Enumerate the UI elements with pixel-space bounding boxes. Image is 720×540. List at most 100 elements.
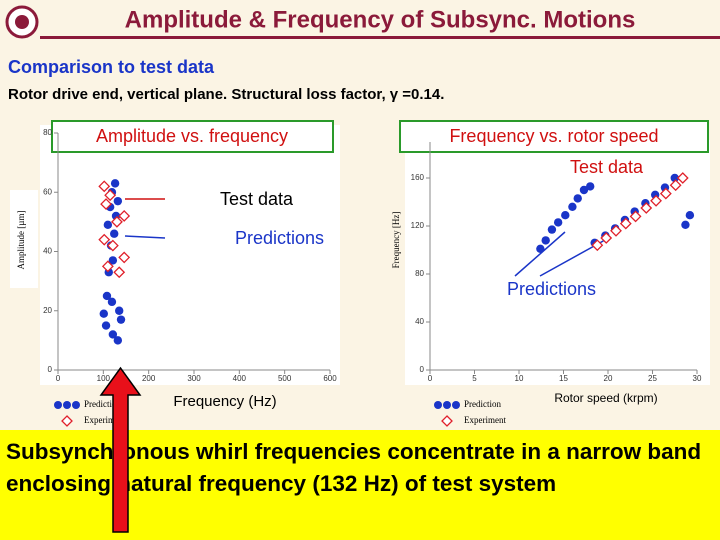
data-point bbox=[573, 194, 582, 203]
y-tick-label: 120 bbox=[411, 221, 425, 230]
data-point bbox=[553, 218, 563, 227]
data-point bbox=[100, 198, 112, 211]
x-tick-label: 300 bbox=[187, 374, 201, 383]
data-point bbox=[547, 225, 557, 234]
chart-title-box bbox=[51, 120, 334, 153]
y-tick-label: 0 bbox=[420, 365, 425, 374]
data-point bbox=[101, 321, 111, 330]
data-point bbox=[113, 196, 123, 206]
data-point bbox=[685, 211, 695, 220]
chart-title: Amplitude vs. frequency bbox=[96, 126, 288, 146]
legend-swatch bbox=[63, 401, 71, 409]
legend-swatch bbox=[434, 401, 442, 409]
x-tick-label: 200 bbox=[142, 374, 156, 383]
y-tick-label: 40 bbox=[43, 247, 52, 256]
data-point bbox=[681, 220, 690, 229]
x-tick-label: 15 bbox=[559, 374, 568, 383]
data-point bbox=[98, 180, 111, 193]
data-point bbox=[111, 215, 123, 228]
data-point bbox=[118, 210, 131, 222]
data-point bbox=[541, 236, 550, 245]
legend-swatch bbox=[72, 401, 80, 409]
data-point bbox=[676, 172, 689, 184]
legend-label: Experiment bbox=[84, 415, 126, 425]
annotation: Predictions bbox=[235, 228, 324, 248]
data-point bbox=[102, 291, 112, 301]
data-point bbox=[118, 251, 131, 264]
data-point bbox=[591, 239, 604, 252]
data-point bbox=[113, 266, 126, 279]
x-tick-label: 10 bbox=[515, 374, 524, 383]
y-tick-label: 80 bbox=[43, 128, 52, 137]
legend-swatch bbox=[54, 401, 62, 409]
data-point bbox=[586, 182, 595, 191]
data-point bbox=[669, 179, 682, 192]
data-point bbox=[600, 232, 613, 244]
annotation: Test data bbox=[220, 189, 294, 209]
data-point bbox=[108, 256, 118, 265]
data-point bbox=[103, 220, 113, 230]
x-axis-label: Frequency (Hz) bbox=[173, 393, 276, 410]
x-tick-label: 500 bbox=[278, 374, 292, 383]
data-point bbox=[101, 260, 114, 273]
chart-title-box bbox=[399, 120, 709, 153]
data-point bbox=[106, 239, 119, 252]
y-tick-label: 80 bbox=[415, 269, 424, 278]
legend-label: Experiment bbox=[464, 415, 506, 425]
slide-title: Amplitude & Frequency of Subsync. Motion… bbox=[125, 6, 636, 33]
data-point bbox=[113, 336, 123, 345]
x-axis-label: Rotor speed (krpm) bbox=[554, 391, 657, 405]
x-tick-label: 0 bbox=[56, 374, 61, 383]
data-point bbox=[579, 185, 589, 195]
y-tick-label: 160 bbox=[411, 173, 425, 182]
data-point bbox=[670, 173, 679, 183]
x-tick-label: 20 bbox=[604, 374, 613, 383]
x-tick-label: 30 bbox=[693, 374, 702, 383]
data-point bbox=[561, 211, 570, 220]
annotation: Predictions bbox=[507, 279, 596, 299]
slide-subtitle: Comparison to test data bbox=[8, 57, 215, 77]
data-point bbox=[98, 233, 111, 246]
data-point bbox=[99, 309, 108, 318]
y-label-box bbox=[10, 190, 38, 288]
y-axis-label: Frequency [Hz] bbox=[391, 212, 401, 269]
data-point bbox=[107, 297, 117, 307]
data-point bbox=[115, 306, 124, 315]
data-point bbox=[629, 210, 642, 223]
x-tick-label: 5 bbox=[472, 374, 477, 383]
data-point bbox=[110, 229, 119, 238]
y-axis-label: Amplitude [µm] bbox=[16, 211, 26, 270]
y-tick-label: 60 bbox=[43, 187, 52, 196]
plot-area bbox=[40, 125, 340, 385]
data-point bbox=[640, 202, 653, 214]
plot-area bbox=[405, 140, 710, 385]
title-rule bbox=[40, 36, 720, 39]
y-tick-label: 40 bbox=[415, 317, 424, 326]
data-point bbox=[116, 315, 126, 324]
data-point bbox=[659, 187, 672, 200]
legend-swatch bbox=[452, 401, 460, 409]
data-point bbox=[110, 179, 120, 188]
data-point bbox=[610, 224, 622, 237]
data-point bbox=[568, 202, 577, 211]
x-tick-label: 100 bbox=[97, 374, 111, 383]
logo-core bbox=[15, 15, 29, 29]
legend-swatch bbox=[61, 415, 73, 427]
x-tick-label: 600 bbox=[323, 374, 337, 383]
slide-canvas: Amplitude & Frequency of Subsync. Motion… bbox=[5, 5, 720, 427]
conclusion: Subsynchronous whirl frequencies concent… bbox=[0, 430, 720, 540]
legend-label: Prediction bbox=[84, 399, 121, 409]
legend-label: Prediction bbox=[464, 399, 501, 409]
data-point bbox=[108, 330, 118, 339]
annotation-leader bbox=[124, 235, 166, 239]
data-point bbox=[536, 244, 545, 253]
x-tick-label: 0 bbox=[428, 374, 433, 383]
y-tick-label: 0 bbox=[48, 365, 53, 374]
data-point bbox=[104, 189, 117, 202]
y-tick-label: 20 bbox=[43, 306, 52, 315]
annotation: Test data bbox=[570, 157, 644, 177]
annotation-leader bbox=[514, 231, 566, 277]
chart-title: Frequency vs. rotor speed bbox=[449, 126, 658, 146]
data-point bbox=[619, 217, 632, 230]
